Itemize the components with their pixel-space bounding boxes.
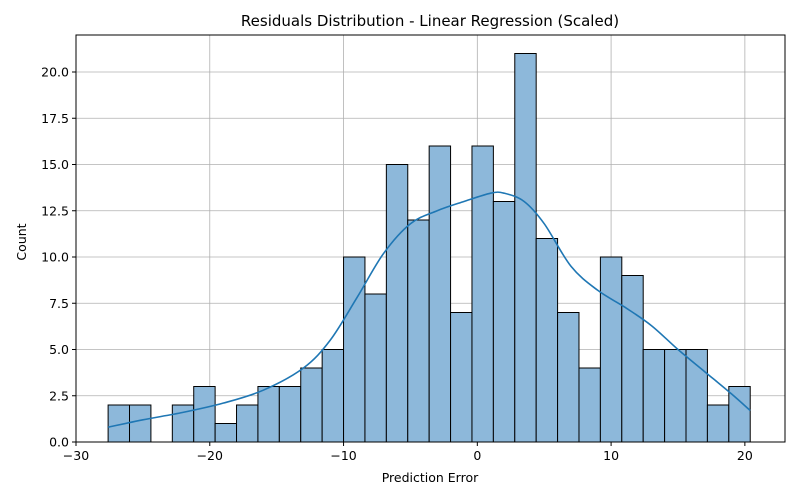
histogram-bar: [321, 349, 345, 443]
y-tick-label: 2.5: [49, 388, 69, 403]
y-tick-label: 5.0: [49, 342, 69, 357]
histogram-bar: [492, 201, 516, 443]
y-tick-label: 10.0: [41, 250, 69, 265]
x-axis-label: Prediction Error: [382, 470, 479, 485]
kde-curve: [107, 191, 751, 428]
x-axis: −30 −20 −10 0 10 20: [63, 442, 753, 463]
histogram-bar: [428, 145, 452, 443]
y-tick-label: 7.5: [49, 296, 69, 311]
histogram-bar: [300, 367, 323, 443]
histogram-bar: [471, 145, 494, 443]
histogram-bar: [407, 219, 430, 443]
histogram-bar: [557, 312, 580, 443]
y-axis-label: Count: [14, 223, 29, 260]
histogram-bar: [535, 238, 559, 443]
x-tick-label: 0: [473, 448, 481, 463]
y-tick-label: 17.5: [41, 111, 69, 126]
histogram-bar: [343, 256, 366, 443]
histogram-bar: [193, 386, 216, 443]
x-tick-label: −30: [63, 448, 89, 463]
y-axis: 0.0 2.5 5.0 7.5 10.0 12.5 15.0 17.5 20.0: [41, 65, 76, 450]
x-tick-label: −20: [197, 448, 223, 463]
x-tick-label: 10: [603, 448, 619, 463]
histogram-bar: [278, 386, 302, 443]
y-tick-label: 20.0: [41, 65, 69, 80]
histogram-bar: [706, 404, 730, 443]
histogram-bar: [257, 386, 280, 443]
x-tick-label: 20: [737, 448, 753, 463]
histogram-bar: [236, 404, 259, 443]
chart-title: Residuals Distribution - Linear Regressi…: [241, 12, 619, 30]
histogram-bar: [642, 349, 666, 443]
bars: [107, 53, 751, 443]
histogram-bar: [578, 367, 601, 443]
histogram-bar: [599, 256, 623, 443]
histogram-bar: [385, 164, 409, 443]
y-tick-label: 12.5: [41, 203, 69, 218]
y-tick-label: 0.0: [49, 435, 69, 450]
histogram-bar: [685, 349, 708, 443]
histogram-bar: [621, 275, 644, 443]
histogram-bar: [129, 404, 152, 443]
y-tick-label: 15.0: [41, 157, 69, 172]
x-tick-label: −10: [330, 448, 356, 463]
histogram-bar: [214, 423, 238, 443]
kde-line: [107, 191, 751, 428]
plot-frame: [75, 34, 786, 443]
histogram-bar: [664, 349, 687, 443]
histogram-bar: [364, 293, 387, 443]
histogram-bar: [514, 53, 537, 443]
histogram-bar: [450, 312, 473, 443]
